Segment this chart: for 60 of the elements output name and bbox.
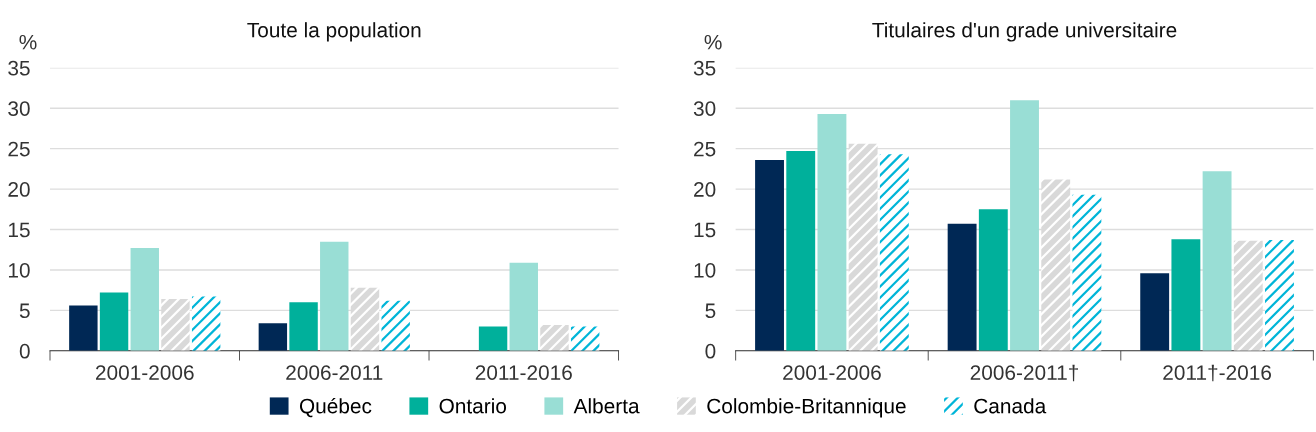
x-tick-label: 2006-2011† xyxy=(970,364,1078,382)
legend-label: Colombie-Britannique xyxy=(707,398,906,418)
bar xyxy=(69,305,98,351)
y-tick-label: 0 xyxy=(19,343,30,359)
bar xyxy=(879,154,909,351)
bar xyxy=(570,326,600,351)
y-tick-label: 15 xyxy=(694,222,716,238)
bar xyxy=(1140,273,1170,351)
bar xyxy=(509,262,538,351)
bar xyxy=(191,296,221,351)
y-tick-label: 35 xyxy=(8,60,30,76)
bar xyxy=(848,143,878,351)
x-tick-label: 2011†-2016 xyxy=(1163,364,1272,382)
x-tick-label: 2001-2006 xyxy=(96,365,194,380)
bar xyxy=(817,113,847,351)
y-tick-label: 30 xyxy=(8,101,30,116)
bar xyxy=(755,159,784,351)
bar xyxy=(1265,240,1294,351)
bar xyxy=(161,299,190,351)
y-tick-label: 20 xyxy=(8,182,30,197)
bar xyxy=(1010,100,1039,351)
y-tick-label: 5 xyxy=(705,303,716,319)
legend-label: Canada xyxy=(974,398,1047,414)
y-tick-label: 10 xyxy=(8,262,30,278)
legend-label: Alberta xyxy=(573,398,640,414)
x-tick-label: 2001-2006 xyxy=(783,365,881,380)
y-axis-title: % xyxy=(19,34,37,50)
bar xyxy=(258,323,288,351)
bar xyxy=(478,326,508,351)
y-tick-label: 0 xyxy=(705,343,716,359)
y-axis-title: % xyxy=(704,34,722,50)
bar xyxy=(1202,171,1232,351)
y-tick-label: 30 xyxy=(693,101,716,116)
y-tick-label: 15 xyxy=(8,222,30,238)
y-tick-label: 10 xyxy=(694,262,716,278)
bar xyxy=(289,302,318,351)
bar xyxy=(1041,179,1071,351)
bar xyxy=(1233,240,1263,351)
bar xyxy=(320,241,349,351)
bar xyxy=(350,287,380,351)
y-tick-label: 25 xyxy=(8,141,30,157)
chart-title: Titulaires d'un grade universitaire xyxy=(872,22,1177,42)
y-tick-label: 35 xyxy=(693,60,716,76)
chart-title: Toute la population xyxy=(247,22,421,42)
x-tick-label: 2006-2011 xyxy=(286,365,383,380)
x-tick-label: 2011-2016 xyxy=(475,365,572,380)
bar xyxy=(947,223,977,351)
y-tick-label: 5 xyxy=(19,303,30,319)
bar xyxy=(130,248,159,351)
bar xyxy=(540,324,569,351)
y-tick-label: 20 xyxy=(694,182,716,197)
bar xyxy=(786,151,816,351)
bar xyxy=(1171,239,1201,351)
bar xyxy=(99,292,129,351)
bar xyxy=(978,209,1008,351)
legend-label: Ontario xyxy=(439,398,507,414)
bar xyxy=(1072,194,1102,351)
bar xyxy=(381,300,410,351)
legend-label: Québec xyxy=(299,397,372,418)
y-tick-label: 25 xyxy=(694,141,716,157)
